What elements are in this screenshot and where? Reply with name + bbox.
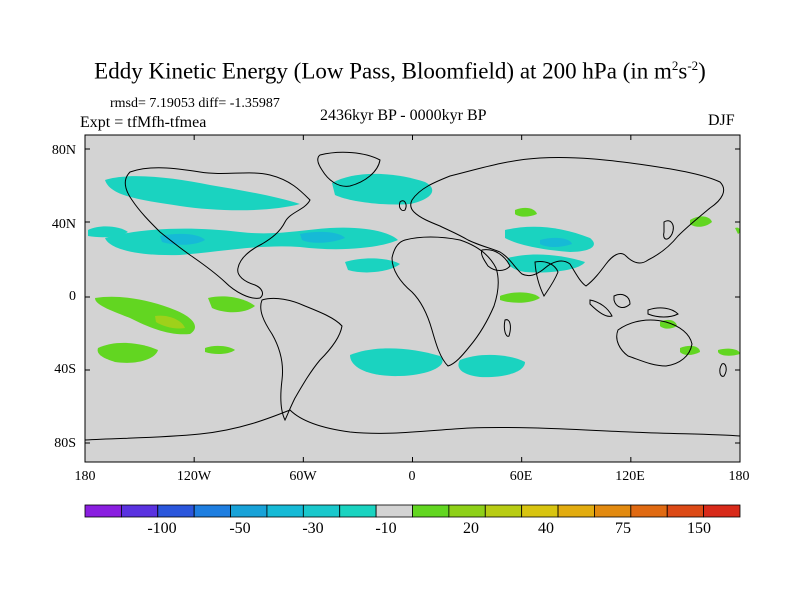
colorbar-box xyxy=(266,504,304,518)
patch-neg30-npacific xyxy=(160,233,205,245)
colorbar-label-150: 150 xyxy=(687,520,711,537)
colorbar-box xyxy=(412,504,450,518)
lon-label-180w: 180 xyxy=(74,469,96,484)
colorbar-label-75: 75 xyxy=(615,520,631,537)
patch-pos30-tropical-pacific xyxy=(155,315,185,329)
colorbar-label-20: 20 xyxy=(463,520,479,537)
patch-positive-spacific xyxy=(97,342,158,363)
colorbar-box xyxy=(666,504,705,518)
coast-uk xyxy=(399,200,407,211)
plot-title: Eddy Kinetic Energy (Low Pass, Bloomfiel… xyxy=(0,58,800,85)
lon-label-0: 0 xyxy=(408,469,416,484)
lat-label-80s: 80S xyxy=(54,436,76,451)
coast-new-zealand xyxy=(719,363,727,377)
title-text: Eddy Kinetic Energy (Low Pass, Bloomfiel… xyxy=(94,58,672,84)
patch-negative-arctic-canada xyxy=(105,176,300,211)
colorbar-box xyxy=(302,504,341,518)
patch-positive-east-asia-coast xyxy=(735,227,741,234)
coast-north-america xyxy=(124,167,311,299)
patch-positive-nwatlantic xyxy=(515,207,537,217)
colorbar-box xyxy=(339,504,377,518)
rmsd-diff-text: rmsd= 7.19053 diff= -1.35987 xyxy=(110,96,280,111)
lat-label-80n: 80N xyxy=(51,143,76,158)
colorbar-box xyxy=(448,504,486,518)
coast-africa xyxy=(391,236,499,367)
patch-positive-midpacific xyxy=(208,296,255,313)
lon-label-180e: 180 xyxy=(728,469,750,484)
patch-negative-alaska xyxy=(88,226,128,238)
patch-negative-india xyxy=(507,254,585,273)
anomaly-patches xyxy=(88,173,741,378)
colorbar-box xyxy=(521,504,559,518)
colorbar-label-neg50: -50 xyxy=(229,520,251,537)
title-unit-s: s xyxy=(678,58,688,84)
colorbar-box xyxy=(84,504,122,518)
coast-arabia xyxy=(481,249,511,271)
patch-neg30-asia xyxy=(540,237,572,247)
coast-borneo xyxy=(613,293,631,308)
title-superscript-minus2: -2 xyxy=(687,58,699,73)
colorbar-box xyxy=(594,504,632,518)
lon-label-60e: 60E xyxy=(509,469,533,484)
lon-label-120w: 120W xyxy=(176,469,212,484)
coast-greenland xyxy=(317,151,381,187)
title-superscript-2: 2 xyxy=(671,58,679,73)
coast-sumatra xyxy=(589,299,613,317)
colorbar-box xyxy=(703,504,741,518)
patch-negative-sahara xyxy=(345,258,400,273)
colorbar-box xyxy=(375,504,413,518)
colorbar-label-neg10: -10 xyxy=(375,520,397,537)
colorbar-box xyxy=(484,504,523,518)
coast-south-america xyxy=(260,297,343,422)
coast-japan xyxy=(663,220,674,240)
axis-ticks xyxy=(84,135,741,462)
period-label: 2436kyr BP - 0000kyr BP xyxy=(320,107,487,124)
colorbar-label-neg100: -100 xyxy=(147,520,177,537)
coast-antarctica xyxy=(84,409,741,441)
colorbar-box xyxy=(630,504,668,518)
coast-india xyxy=(534,261,559,297)
colorbar-label-neg30: -30 xyxy=(302,520,324,537)
lat-label-40n: 40N xyxy=(51,217,76,232)
coast-madagascar xyxy=(503,319,511,337)
patch-positive-east-pacific xyxy=(205,345,235,355)
patch-positive-africa xyxy=(500,292,540,303)
lon-label-120e: 120E xyxy=(615,469,645,484)
patch-negative-indian-ocean xyxy=(458,354,525,378)
colorbar-box xyxy=(557,504,595,518)
patch-negative-greenland xyxy=(332,173,433,205)
colorbar-label-40: 40 xyxy=(538,520,554,537)
season-label: DJF xyxy=(708,112,735,129)
colorbar-box xyxy=(230,504,268,518)
coast-eurasia xyxy=(410,156,725,287)
colorbar-box xyxy=(157,504,195,518)
colorbar-box xyxy=(193,504,231,518)
experiment-label: Expt = tfMfh-tfmea xyxy=(80,114,207,131)
patch-negative-satlantic xyxy=(350,348,443,377)
coast-australia xyxy=(616,319,693,367)
lon-label-60w: 60W xyxy=(289,469,317,484)
coast-new-guinea xyxy=(647,307,679,318)
lat-label-0: 0 xyxy=(69,289,76,304)
title-close-paren: ) xyxy=(698,58,706,84)
patch-neg30-natlantic xyxy=(300,231,345,243)
colorbar-box xyxy=(120,504,159,518)
patch-positive-east-aus xyxy=(718,348,740,356)
lat-label-40s: 40S xyxy=(54,362,76,377)
coastlines xyxy=(84,151,741,441)
patch-positive-nwpacific xyxy=(690,216,712,227)
colorbar xyxy=(84,504,741,518)
